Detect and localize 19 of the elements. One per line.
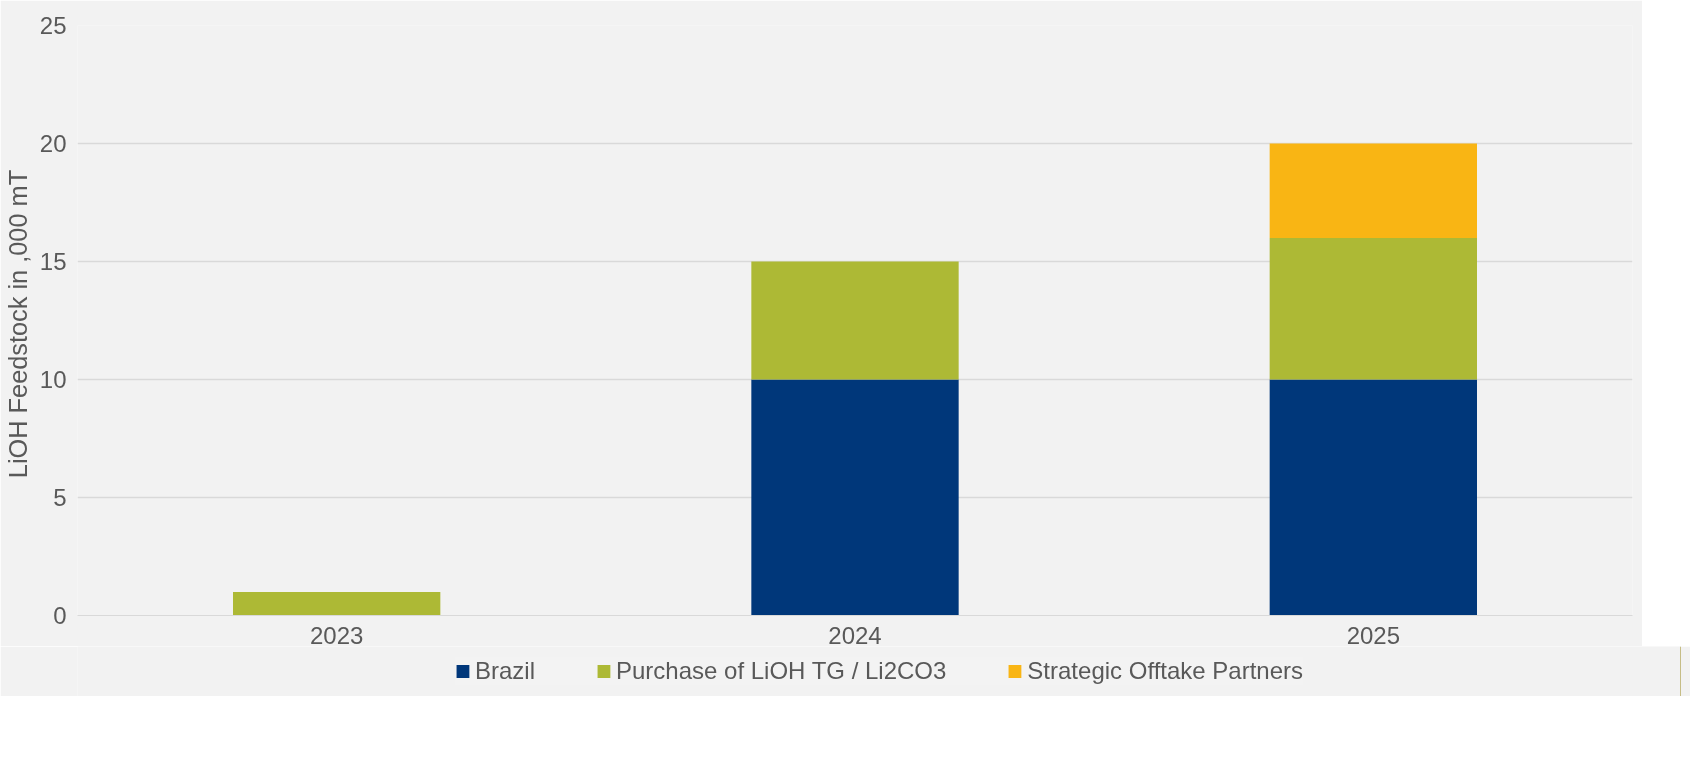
bar: [751, 261, 959, 380]
legend-label: Purchase of LiOH TG / Li2CO3: [615, 657, 947, 685]
legend-label: Brazil: [474, 657, 535, 685]
bar: [1269, 237, 1477, 380]
bar: [1269, 379, 1477, 616]
bar: [1269, 143, 1477, 238]
y-tick-label: 25: [39, 12, 67, 39]
y-tick-label: 10: [39, 366, 67, 393]
y-axis-title: LiOH Feedstock in ,000 mT: [3, 169, 32, 479]
y-tick-label: 15: [39, 248, 67, 275]
bar: [751, 379, 959, 616]
x-tick-label: 2023: [309, 621, 364, 649]
y-tick-label: 0: [53, 602, 67, 629]
y-tick-label: 20: [39, 130, 67, 157]
y-tick-label: 5: [53, 484, 67, 511]
legend-label: Strategic Offtake Partners: [1027, 657, 1304, 685]
x-tick-label: 2024: [828, 621, 882, 649]
x-tick-label: 2025: [1346, 621, 1401, 649]
bar: [233, 591, 441, 616]
